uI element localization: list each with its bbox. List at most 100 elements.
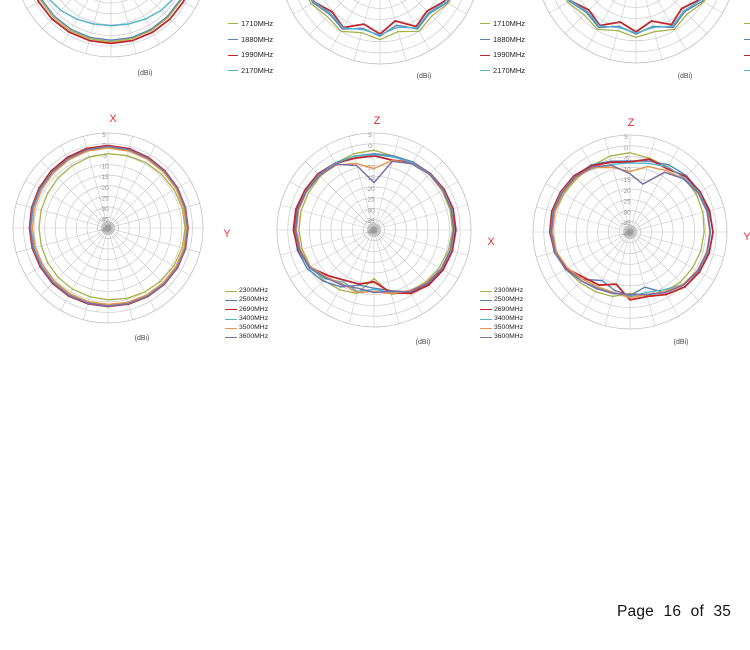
grid-spoke xyxy=(672,0,707,34)
radial-tick-label: -25 xyxy=(99,195,109,202)
radial-tick-label: -20 xyxy=(365,186,375,193)
legend-label: 2500MHz xyxy=(494,296,524,304)
axis-label-z: Z xyxy=(374,115,381,127)
grid-spoke xyxy=(348,136,375,231)
grid-ring xyxy=(286,0,474,65)
legend-item-1710mhz: 1710MHz xyxy=(480,16,525,32)
grid-spoke xyxy=(629,138,656,233)
grid-ring xyxy=(323,0,437,31)
grid-spoke xyxy=(699,0,723,14)
grid-ring xyxy=(97,217,119,239)
legend-line-marker xyxy=(480,70,490,72)
grid-spoke xyxy=(289,229,375,279)
grid-spoke xyxy=(565,0,600,34)
grid-spoke xyxy=(329,0,360,51)
legend-item-3600mhz: 3600MHz xyxy=(480,333,523,342)
radial-tick-label: -40 xyxy=(621,231,631,238)
legend-line-marker xyxy=(228,23,238,25)
legend-line-marker xyxy=(480,318,492,320)
radial-tick-label: 0 xyxy=(624,145,628,152)
radial-tick-label: 5 xyxy=(102,132,106,139)
unit-label: (dBi) xyxy=(678,73,693,80)
polar-chart-top-right-pattern: 50-5-10-15-20-25-30-35-40(dBi) xyxy=(542,0,730,80)
series-2300mhz xyxy=(38,153,186,301)
grid-ring xyxy=(46,0,176,36)
legend-label: 1990MHz xyxy=(241,50,274,60)
series-2170mhz xyxy=(569,0,702,34)
grid-ring xyxy=(337,0,423,20)
legend-line-marker xyxy=(480,337,492,339)
axis-label-y: Y xyxy=(223,228,231,240)
chart-center-dot xyxy=(626,228,634,236)
grid-spoke xyxy=(629,147,679,233)
grid-ring xyxy=(59,0,163,25)
legend-label: 1880MHz xyxy=(493,34,526,44)
axis-label-x: X xyxy=(487,236,495,248)
legend-label: 1880MHz xyxy=(241,34,274,44)
grid-ring xyxy=(276,132,472,328)
radial-tick-label: -10 xyxy=(621,166,631,173)
legend-line-marker xyxy=(225,318,237,320)
legend-label: 2300MHz xyxy=(494,287,524,295)
chart-center-dot xyxy=(370,226,378,234)
series-2170mhz xyxy=(311,0,448,36)
series-2300mhz xyxy=(551,152,705,298)
grid-spoke xyxy=(400,0,431,51)
legend-line-marker xyxy=(480,39,490,41)
legend-label: 2690MHz xyxy=(494,305,524,313)
grid-spoke xyxy=(280,229,375,256)
grid-spoke xyxy=(373,229,459,279)
grid-ring xyxy=(597,199,663,265)
grid-spoke xyxy=(629,231,656,326)
grid-spoke xyxy=(373,161,443,231)
grid-ring xyxy=(542,0,730,64)
series-1880mhz xyxy=(310,0,450,37)
grid-ring xyxy=(54,174,162,282)
unit-label: (dBi) xyxy=(416,339,431,346)
series-1990mhz xyxy=(36,0,186,45)
radial-tick-label: -5 xyxy=(623,156,629,163)
legend-label: 1990MHz xyxy=(493,50,526,60)
series-2690mhz xyxy=(548,158,714,301)
grid-ring xyxy=(94,0,128,4)
legend-top-left-pattern: 1710MHz 1880MHz 1990MHz 2170MHz xyxy=(228,16,273,79)
radial-tick-label: -40 xyxy=(99,227,109,234)
grid-spoke xyxy=(373,229,443,299)
grid-ring xyxy=(352,208,396,252)
legend-item-2690mhz: 2690MHz xyxy=(480,305,523,314)
grid-ring xyxy=(22,0,200,58)
legend-item-2500mhz: 2500MHz xyxy=(225,296,268,305)
series-2170mhz xyxy=(48,0,174,27)
grid-ring xyxy=(34,0,188,47)
series-1880mhz xyxy=(568,0,704,35)
legend-line-marker xyxy=(225,309,237,311)
radial-tick-label: -25 xyxy=(621,199,631,206)
grid-ring xyxy=(567,0,705,42)
legend-item-2170mhz: 2170MHz xyxy=(480,63,525,79)
legend-item-2500mhz: 2500MHz xyxy=(480,296,523,305)
legend-item-2690mhz: 2690MHz xyxy=(225,305,268,314)
grid-ring xyxy=(44,164,172,292)
grid-spoke xyxy=(629,163,699,233)
series-2300mhz xyxy=(298,149,454,296)
grid-spoke xyxy=(545,231,631,281)
legend-label: 3400MHz xyxy=(239,314,269,322)
legend-item-1990mhz: 1990MHz xyxy=(228,47,273,63)
grid-spoke xyxy=(415,0,451,35)
legend-line-marker xyxy=(480,54,490,56)
grid-ring xyxy=(341,197,407,263)
unit-label: (dBi) xyxy=(417,73,432,80)
grid-ring xyxy=(319,175,429,285)
radial-tick-label: -30 xyxy=(99,206,109,213)
grid-ring xyxy=(362,218,386,242)
legend-label: 3600MHz xyxy=(494,333,524,341)
polar-chart-zy-plane-pattern: 5 0 -5 -10 -15 -20 -25 -30 -35 -40 Z Y (dBi) xyxy=(532,117,750,346)
grid-ring xyxy=(308,164,440,296)
series-1990mhz xyxy=(569,0,701,33)
radial-tick-label: 5 xyxy=(368,132,372,139)
grid-ring xyxy=(586,188,674,276)
grid-spoke xyxy=(629,231,679,317)
grid-spoke xyxy=(549,0,573,14)
radial-tick-label: -40 xyxy=(365,229,375,236)
grid-ring xyxy=(532,134,728,330)
